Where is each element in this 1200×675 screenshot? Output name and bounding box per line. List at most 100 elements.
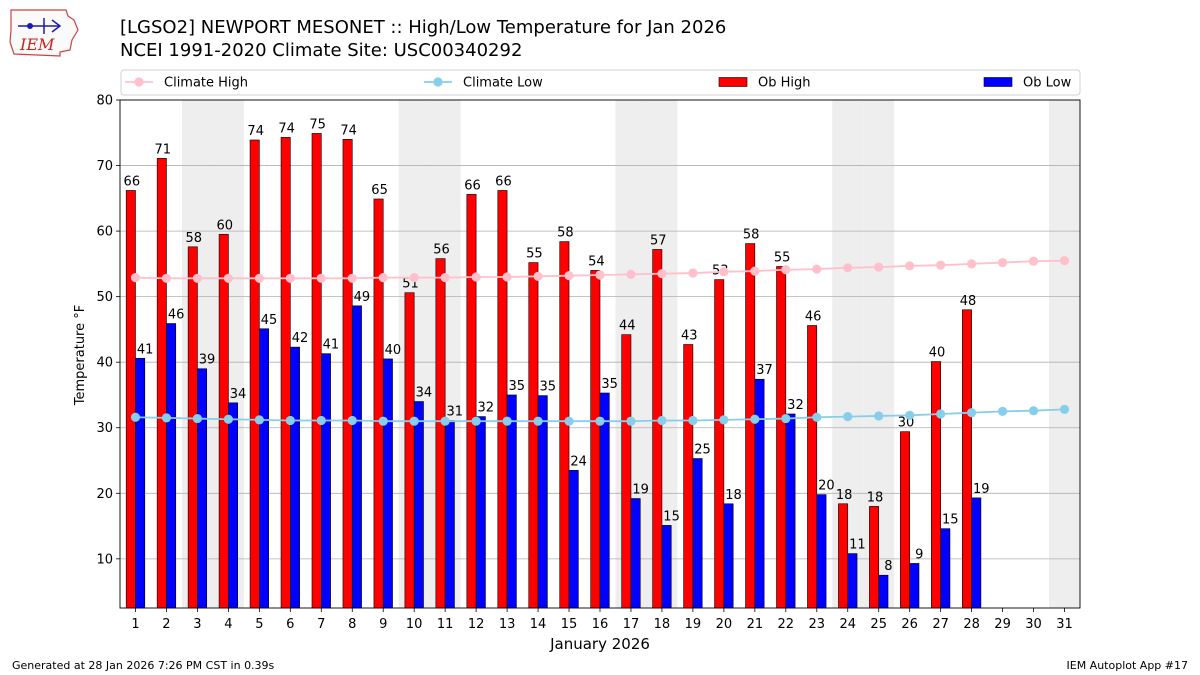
ob-high-label: 40 <box>929 346 946 361</box>
climate-low-point <box>967 408 977 418</box>
ob-high-label: 56 <box>433 243 450 258</box>
ob-high-bar <box>373 198 384 609</box>
ob-high-bar <box>404 292 415 609</box>
x-tick-label: 4 <box>224 617 232 632</box>
ob-low-bar <box>475 416 486 609</box>
ob-low-label: 41 <box>323 338 340 353</box>
x-tick-label: 6 <box>286 617 294 632</box>
x-tick-label: 25 <box>870 617 887 632</box>
ob-low-label: 32 <box>787 398 804 413</box>
ob-high-label: 74 <box>340 123 357 138</box>
ob-low-bar <box>382 358 393 609</box>
climate-high-point <box>812 264 822 274</box>
x-tick-label: 3 <box>193 617 201 632</box>
climate-high-point <box>595 270 605 280</box>
legend-ob-low-label: Ob Low <box>1023 76 1072 91</box>
legend-climate-high-label: Climate High <box>164 76 248 91</box>
x-tick-label: 2 <box>162 617 170 632</box>
x-tick-label: 11 <box>437 617 454 632</box>
ob-low-bar <box>754 378 765 609</box>
climate-low-point <box>409 416 419 426</box>
ob-low-label: 46 <box>168 308 185 323</box>
climate-high-point <box>347 273 357 283</box>
ob-low-bar <box>661 525 672 609</box>
x-tick-label: 12 <box>468 617 485 632</box>
climate-high-point <box>502 272 512 282</box>
climate-high-point <box>626 269 636 279</box>
ob-low-label: 15 <box>663 509 680 524</box>
ob-high-bar <box>652 249 663 609</box>
x-tick-label: 19 <box>685 617 702 632</box>
ob-low-bar <box>228 402 238 609</box>
climate-low-point <box>471 416 481 426</box>
x-tick-label: 8 <box>348 617 356 632</box>
ob-low-label: 34 <box>230 387 247 402</box>
legend-climate-high-marker <box>134 77 144 87</box>
footer-generated: Generated at 28 Jan 2026 7:26 PM CST in … <box>12 659 275 672</box>
climate-high-point <box>378 273 388 283</box>
ob-high-bar <box>683 344 694 609</box>
ob-low-label: 20 <box>818 479 835 494</box>
ob-high-bar <box>280 137 291 609</box>
iem-logo: IEM <box>9 9 79 57</box>
climate-high-point <box>471 272 481 282</box>
ob-low-bar <box>320 353 331 609</box>
climate-high-point <box>657 269 667 279</box>
x-tick-label: 18 <box>654 617 671 632</box>
ob-high-label: 74 <box>247 124 264 139</box>
ob-low-bar <box>166 323 177 609</box>
climate-high-point <box>409 273 419 283</box>
weekend-band <box>1049 100 1080 608</box>
climate-low-point <box>254 415 264 425</box>
x-tick-label: 23 <box>809 617 826 632</box>
ob-high-bar <box>838 503 849 609</box>
ob-low-label: 42 <box>292 331 309 346</box>
ob-low-label: 34 <box>416 386 433 401</box>
ob-low-label: 40 <box>385 343 402 358</box>
climate-low-point <box>688 415 698 426</box>
climate-high-point <box>130 273 141 283</box>
climate-high-point <box>1059 255 1070 266</box>
climate-low-point <box>533 416 543 426</box>
ob-low-label: 41 <box>137 342 154 357</box>
ob-high-bar <box>962 309 972 609</box>
ob-high-label: 65 <box>371 183 388 198</box>
ob-high-bar <box>528 262 539 609</box>
ob-high-label: 75 <box>309 117 326 132</box>
ob-low-label: 32 <box>478 401 495 416</box>
ob-high-bar <box>466 194 477 609</box>
climate-low-point <box>564 416 574 426</box>
ob-high-label: 44 <box>619 319 636 334</box>
y-tick-label: 80 <box>96 94 113 109</box>
y-tick-label: 60 <box>96 225 113 240</box>
ob-high-bar <box>187 246 198 609</box>
ob-high-bar <box>435 258 446 609</box>
climate-low-point <box>750 414 760 424</box>
ob-low-bar <box>971 497 982 609</box>
y-tick-label: 50 <box>96 290 113 305</box>
climate-high-point <box>192 273 203 283</box>
ob-low-label: 24 <box>570 454 587 469</box>
ob-high-label: 66 <box>495 174 512 189</box>
climate-low-point <box>657 415 667 426</box>
ob-low-bar <box>847 553 858 609</box>
climate-low-point <box>626 416 636 426</box>
climate-low-point <box>719 415 729 425</box>
ob-low-bar <box>568 470 579 609</box>
ob-high-label: 58 <box>185 231 202 246</box>
x-tick-label: 31 <box>1056 617 1073 632</box>
ob-low-label: 35 <box>539 380 556 395</box>
climate-high-point <box>997 257 1008 268</box>
ob-low-bar <box>197 368 208 609</box>
climate-low-point <box>130 412 141 422</box>
ob-low-bar <box>940 528 951 609</box>
climate-low-point <box>440 416 450 426</box>
ob-low-bar <box>351 305 362 609</box>
ob-high-label: 58 <box>743 228 760 243</box>
climate-high-point <box>285 273 295 283</box>
climate-low-point <box>1028 406 1039 416</box>
ob-high-bar <box>497 190 508 609</box>
ob-low-bar <box>878 574 889 609</box>
x-tick-label: 22 <box>778 617 795 632</box>
